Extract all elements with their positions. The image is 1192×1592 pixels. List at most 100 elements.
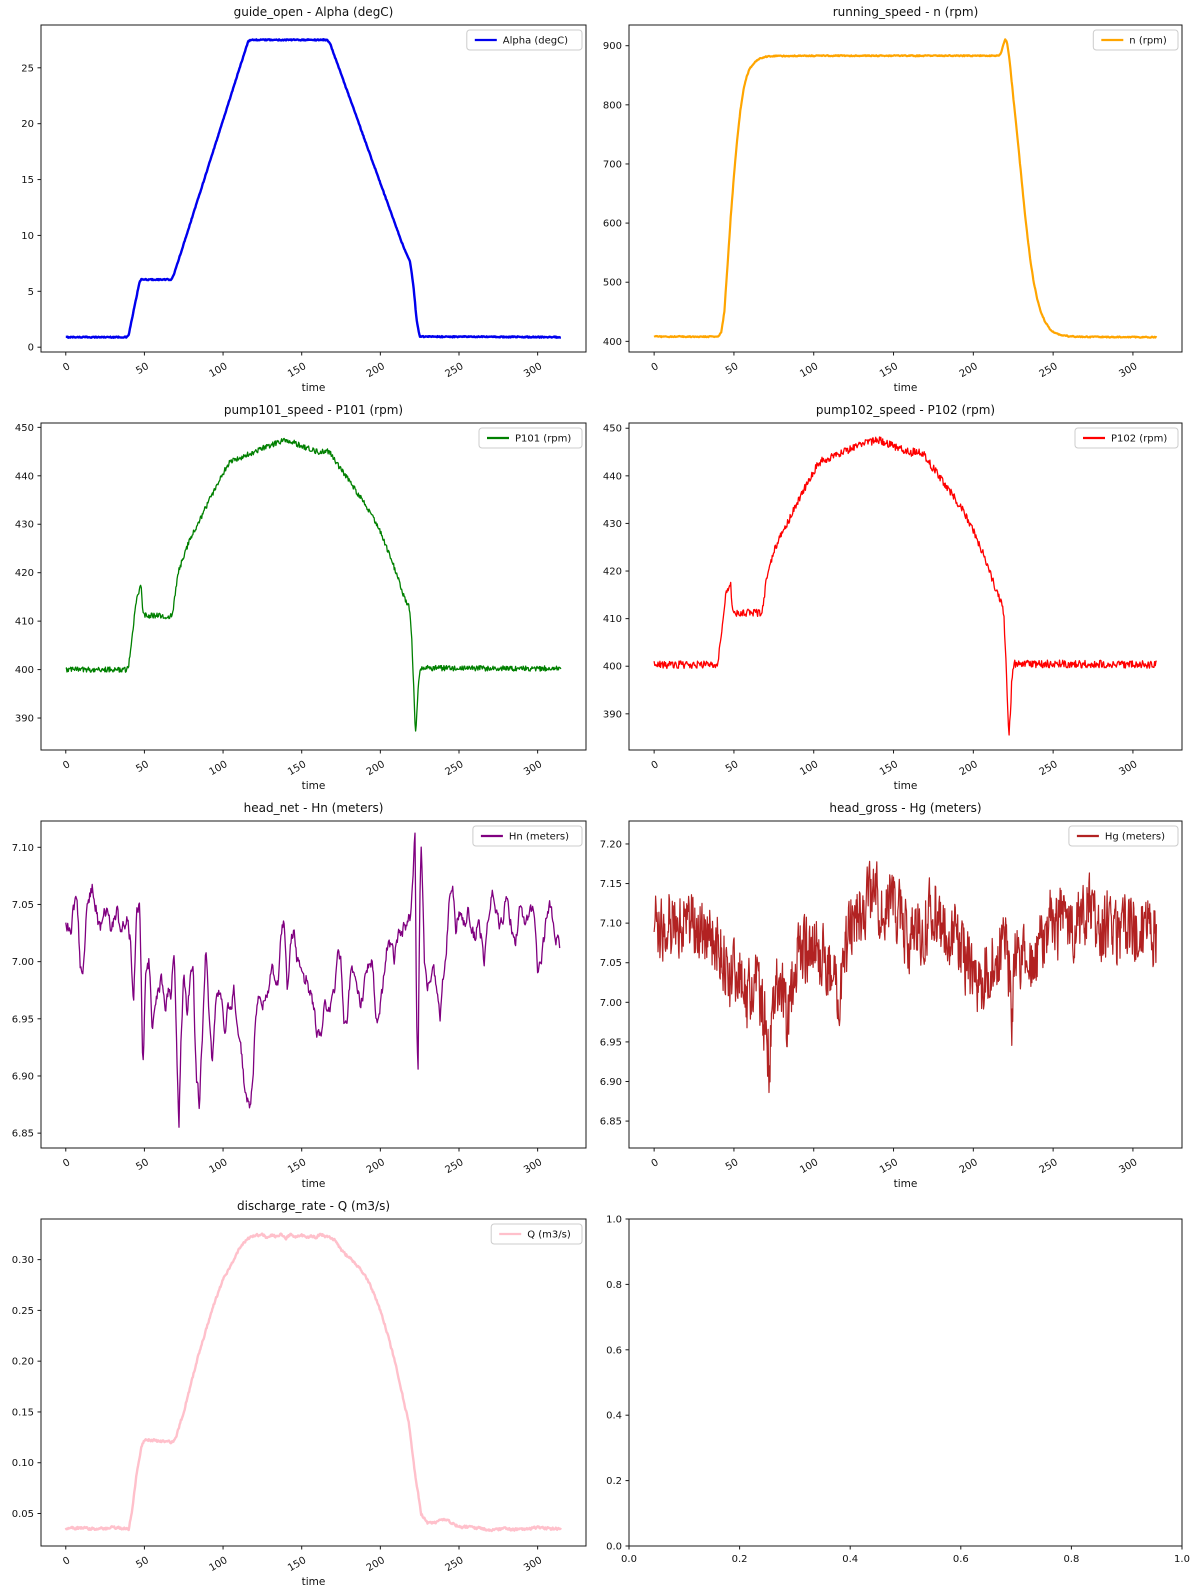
svg-text:250: 250 [1038,361,1060,380]
legend-label: n (rpm) [1129,36,1167,47]
axes-frame [628,24,1183,353]
y-axis: 400 500 600 700 800 900 [603,41,629,348]
svg-text:6.85: 6.85 [600,1117,622,1128]
svg-text:0: 0 [28,343,34,354]
svg-text:7.10: 7.10 [600,919,622,930]
svg-text:410: 410 [15,617,34,628]
y-axis: 390 400 410 420 430 440 450 [15,423,41,725]
y-axis: 0.05 0.10 0.15 0.20 0.25 0.30 [12,1255,41,1520]
svg-text:50: 50 [724,361,741,377]
svg-text:100: 100 [208,759,230,778]
x-axis-label: time [302,1178,326,1190]
svg-text:50: 50 [134,1157,151,1173]
x-axis-label: time [302,1576,326,1588]
x-axis: 0 50 100 150 200 250 300 [650,750,1139,778]
y-axis: 0.0 0.2 0.4 0.6 0.8 1.0 [606,1215,629,1553]
svg-text:300: 300 [1117,361,1139,380]
x-axis: 0 50 100 150 200 250 300 [61,1546,544,1574]
x-axis-label: time [894,382,918,394]
svg-text:0.25: 0.25 [12,1306,34,1317]
svg-text:440: 440 [603,471,622,482]
svg-text:7.15: 7.15 [600,879,622,890]
x-axis: 0 50 100 150 200 250 300 [61,750,544,778]
series-line [65,437,562,732]
svg-text:15: 15 [21,175,34,186]
svg-text:7.05: 7.05 [600,958,622,969]
svg-text:300: 300 [522,361,544,380]
svg-text:25: 25 [21,63,34,74]
legend: P102 (rpm) [1074,427,1179,449]
svg-text:200: 200 [958,1157,980,1176]
svg-text:7.20: 7.20 [600,839,622,850]
legend-label: Hg (meters) [1105,832,1165,843]
svg-text:0.0: 0.0 [606,1542,622,1553]
plot-svg: 0 50 100 150 200 250 300 6.85 6.90 6.95 7.00 7.05 7.… [600,801,1183,1190]
svg-text:450: 450 [603,424,622,435]
svg-text:200: 200 [365,1555,387,1574]
axes-frame [628,820,1183,1149]
svg-text:500: 500 [603,278,622,289]
x-axis-label: time [894,1178,918,1190]
y-axis: 6.85 6.90 6.95 7.00 7.05 7.10 [12,843,41,1140]
svg-text:900: 900 [603,41,622,52]
svg-text:0: 0 [61,759,72,772]
svg-text:6.95: 6.95 [12,1014,34,1025]
svg-text:200: 200 [365,1157,387,1176]
y-axis: 390 400 410 420 430 440 450 [603,424,629,720]
svg-text:0.4: 0.4 [606,1411,622,1422]
svg-text:50: 50 [724,1157,741,1173]
plot-svg: 0.0 0.2 0.4 0.6 0.8 1.0 0.0 0.2 0.4 0.6 0.8 1.0 [606,1215,1190,1566]
svg-text:1.0: 1.0 [606,1215,622,1226]
svg-text:300: 300 [522,759,544,778]
legend-label: P101 (rpm) [515,434,571,445]
svg-text:400: 400 [603,337,622,348]
x-axis: 0 50 100 150 200 250 300 [61,1148,544,1176]
svg-text:0: 0 [650,361,661,374]
legend: P101 (rpm) [478,427,583,449]
x-axis-label: time [894,780,918,792]
plot-title: pump101_speed - P101 (rpm) [224,403,403,417]
subplot-running-speed: 0 50 100 150 200 250 300 400 500 600 700 800 900 runn… [596,0,1192,398]
svg-text:0.2: 0.2 [606,1476,622,1487]
legend: Alpha (degC) [466,29,583,51]
plot-title: discharge_rate - Q (m3/s) [237,1199,390,1213]
x-axis: 0 50 100 150 200 250 300 [61,352,544,380]
plot-svg: 0 50 100 150 200 250 300 390 400 410 420 430 440 450 p… [603,403,1183,792]
svg-text:0: 0 [650,1157,661,1170]
svg-text:10: 10 [21,231,34,242]
plot-svg: 0 50 100 150 200 250 300 0 5 10 15 20 25 guide_open -… [21,5,587,394]
svg-text:7.00: 7.00 [600,998,622,1009]
svg-text:0.0: 0.0 [621,1554,637,1565]
svg-text:200: 200 [365,361,387,380]
plot-title: pump102_speed - P102 (rpm) [816,403,995,417]
x-axis: 0 50 100 150 200 250 300 [650,352,1139,380]
svg-text:250: 250 [443,1555,465,1574]
svg-text:250: 250 [1038,759,1060,778]
series-line [653,860,1157,1094]
svg-text:600: 600 [603,219,622,230]
svg-text:300: 300 [522,1555,544,1574]
svg-text:0.05: 0.05 [12,1509,34,1520]
plot-svg: 0 50 100 150 200 250 3000.050.100.150.200.250.… [12,1199,587,1588]
svg-text:440: 440 [15,471,34,482]
y-axis: 6.85 6.90 6.95 7.00 7.05 7.10 7.15 7.20 [600,839,629,1128]
svg-text:0: 0 [650,759,661,772]
x-axis-label: time [302,780,326,792]
svg-text:0.8: 0.8 [1063,1554,1079,1565]
svg-text:1.0: 1.0 [1174,1554,1190,1565]
svg-text:20: 20 [21,119,34,130]
svg-text:400: 400 [603,662,622,673]
axes-frame [40,24,587,353]
series-line [653,436,1157,736]
svg-text:0.2: 0.2 [732,1554,748,1565]
subplot-pump101-speed: 0 50 100 150 200 250 300 390 400 410 420 430 440 450 p… [0,398,596,796]
svg-text:390: 390 [603,709,622,720]
legend-label: Q (m3/s) [527,1230,571,1241]
svg-text:420: 420 [15,568,34,579]
svg-text:410: 410 [603,614,622,625]
svg-text:100: 100 [798,361,820,380]
svg-text:0.30: 0.30 [12,1255,34,1266]
x-axis-label: time [302,382,326,394]
svg-text:250: 250 [443,1157,465,1176]
